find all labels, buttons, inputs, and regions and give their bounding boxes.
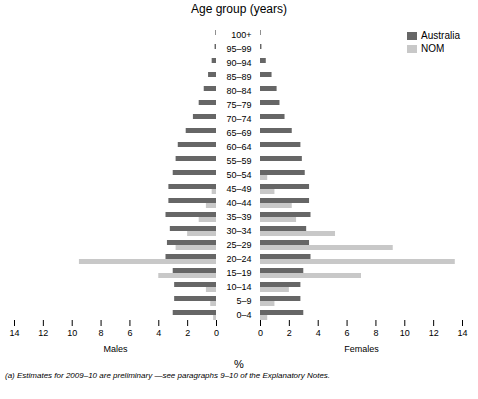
svg-text:10: 10 [67, 328, 77, 338]
svg-text:100+: 100+ [231, 30, 251, 40]
svg-text:65–69: 65–69 [226, 128, 251, 138]
svg-text:6: 6 [345, 328, 350, 338]
svg-text:10: 10 [400, 328, 410, 338]
svg-text:25–29: 25–29 [226, 240, 251, 250]
svg-text:0–4: 0–4 [236, 310, 251, 320]
svg-text:45–49: 45–49 [226, 184, 251, 194]
svg-text:95–99: 95–99 [226, 44, 251, 54]
svg-text:0: 0 [258, 328, 263, 338]
svg-text:20–24: 20–24 [226, 254, 251, 264]
svg-text:85–89: 85–89 [226, 72, 251, 82]
svg-text:2: 2 [185, 328, 190, 338]
svg-text:0: 0 [214, 328, 219, 338]
svg-text:4: 4 [156, 328, 161, 338]
svg-text:8: 8 [99, 328, 104, 338]
svg-text:5–9: 5–9 [236, 296, 251, 306]
svg-text:6: 6 [127, 328, 132, 338]
svg-text:55–59: 55–59 [226, 156, 251, 166]
svg-text:80–84: 80–84 [226, 86, 251, 96]
svg-text:50–54: 50–54 [226, 170, 251, 180]
svg-text:40–44: 40–44 [226, 198, 251, 208]
svg-text:90–94: 90–94 [226, 58, 251, 68]
html-text:Age group (years): Age group (years) [191, 2, 287, 16]
svg-text:8: 8 [373, 328, 378, 338]
svg-text:15–19: 15–19 [226, 268, 251, 278]
svg-text:70–74: 70–74 [226, 114, 251, 124]
html-text:NOM: NOM [421, 43, 445, 54]
svg-text:30–34: 30–34 [226, 226, 251, 236]
svg-text:14: 14 [9, 328, 19, 338]
svg-text:2: 2 [287, 328, 292, 338]
svg-text:12: 12 [429, 328, 439, 338]
svg-text:4: 4 [316, 328, 321, 338]
svg-text:Males: Males [103, 344, 128, 354]
svg-text:60–64: 60–64 [226, 142, 251, 152]
html-text:Australia: Australia [421, 30, 460, 41]
svg-text:12: 12 [38, 328, 48, 338]
svg-text:14: 14 [457, 328, 467, 338]
svg-text:Females: Females [344, 344, 379, 354]
svg-text:10–14: 10–14 [226, 282, 251, 292]
svg-text:75–79: 75–79 [226, 100, 251, 110]
svg-text:35–39: 35–39 [226, 212, 251, 222]
html-text:(a) Estimates for 2009–10 are: (a) Estimates for 2009–10 are preliminar… [5, 371, 331, 380]
